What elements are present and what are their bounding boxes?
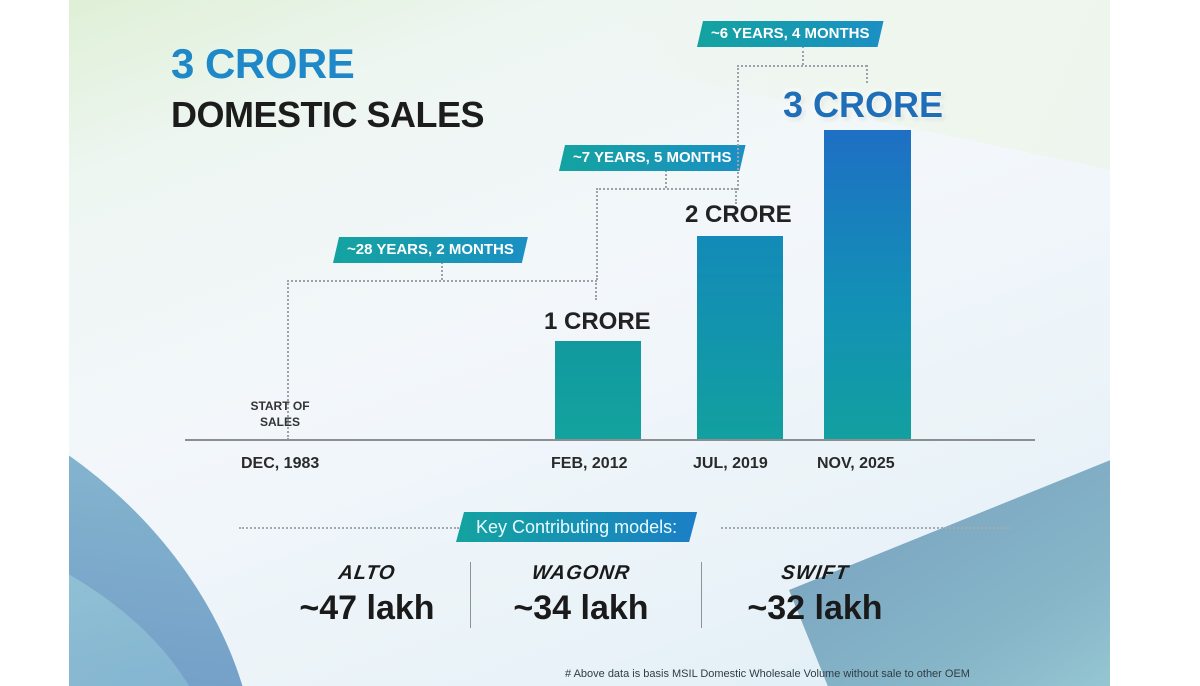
model-name: SWIFT (779, 562, 851, 584)
connector-line (866, 65, 868, 83)
connector-line (595, 280, 597, 300)
connector-line (441, 262, 443, 280)
bar-label-2-crore: 2 CRORE (685, 201, 792, 228)
model-wagonr: WAGONR ~34 lakh (481, 562, 681, 628)
x-tick-1983: DEC, 1983 (241, 455, 320, 472)
model-separator (701, 562, 702, 628)
infographic-poster: 3 CRORE DOMESTIC SALES ~28 YEARS, 2 MONT… (69, 0, 1110, 686)
start-of-sales-label: START OF SALES (247, 398, 313, 430)
start-label-line1: START OF (250, 399, 310, 413)
bar-label-1-crore: 1 CRORE (544, 308, 651, 335)
section-divider-left (239, 527, 459, 529)
bar-1-crore (555, 341, 641, 440)
model-alto: ALTO ~47 lakh (267, 562, 467, 628)
bar-3-crore (824, 130, 911, 440)
interval-badge: ~6 YEARS, 4 MONTHS (697, 21, 884, 47)
bar-2-crore (697, 236, 783, 440)
connector-line (737, 65, 867, 67)
model-value: ~32 lakh (747, 589, 883, 627)
connector-line (737, 65, 739, 190)
model-value: ~34 lakh (513, 589, 649, 627)
models-heading-badge: Key Contributing models: (456, 512, 697, 542)
section-divider-right (721, 527, 1011, 529)
title-highlight: 3 CRORE (171, 40, 355, 87)
connector-line (802, 46, 804, 65)
connector-line (596, 188, 598, 280)
x-tick-2019: JUL, 2019 (693, 455, 768, 472)
connector-line (665, 170, 667, 188)
connector-line (596, 188, 736, 190)
start-label-line2: SALES (259, 415, 300, 429)
bar-label-3-crore: 3 CRORE (783, 84, 944, 125)
model-name: ALTO (337, 562, 397, 584)
interval-badge: ~28 YEARS, 2 MONTHS (333, 237, 528, 263)
model-swift: SWIFT ~32 lakh (715, 562, 915, 628)
footnote: # Above data is basis MSIL Domestic Whol… (565, 668, 970, 680)
x-axis-baseline (185, 439, 1035, 441)
model-separator (470, 562, 471, 628)
x-tick-2012: FEB, 2012 (551, 455, 628, 472)
connector-line (735, 188, 737, 204)
model-name: WAGONR (530, 562, 632, 584)
x-tick-2025: NOV, 2025 (817, 455, 895, 472)
interval-badge: ~7 YEARS, 5 MONTHS (559, 145, 746, 171)
connector-line (287, 280, 597, 282)
title-subtitle: DOMESTIC SALES (171, 94, 485, 135)
connector-line (287, 280, 289, 440)
model-value: ~47 lakh (299, 589, 435, 627)
